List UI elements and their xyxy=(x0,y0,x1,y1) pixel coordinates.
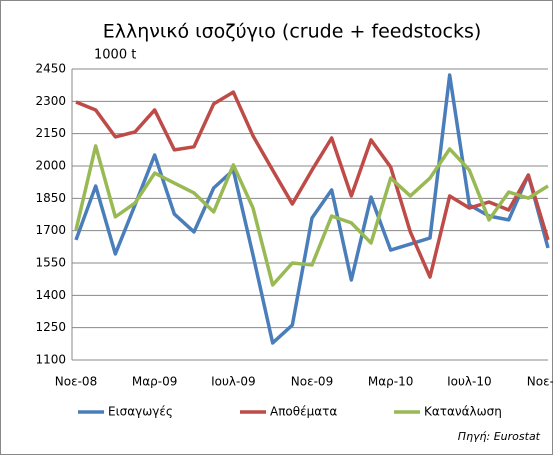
y-tick-label: 1400 xyxy=(35,288,66,302)
y-tick-label: 2000 xyxy=(35,159,66,173)
x-tick-label: Ιουλ-09 xyxy=(211,375,256,389)
x-tick-label: Μαρ-10 xyxy=(368,375,413,389)
y-tick-label: 2300 xyxy=(35,94,66,108)
y-tick-label: 1700 xyxy=(35,223,66,237)
y-tick-label: 1550 xyxy=(35,256,66,270)
x-tick-label: Νοε-09 xyxy=(291,375,333,389)
data-line xyxy=(74,144,549,287)
legend-label: Κατανάλωση xyxy=(424,405,502,419)
source-note: Πηγή: Eurostat xyxy=(458,430,541,443)
x-tick-label: Ιουλ-10 xyxy=(447,375,492,389)
y-tick-label: 1100 xyxy=(35,353,66,367)
y-tick-label: 2150 xyxy=(35,126,66,140)
y-axis-label: 1000 t xyxy=(94,48,136,63)
data-line xyxy=(74,73,550,345)
data-line xyxy=(75,90,550,279)
y-tick-label: 2450 xyxy=(35,62,66,76)
x-tick-label: Μαρ-09 xyxy=(132,375,177,389)
chart-title: Ελληνικό ισοζύγιο (crude + feedstocks) xyxy=(103,21,482,43)
legend-label: Αποθέματα xyxy=(270,405,337,419)
legend-label: Εισαγωγές xyxy=(108,405,173,419)
x-tick-label: Νοε-08 xyxy=(55,375,97,389)
x-tick-label: Νοε-10 xyxy=(527,375,553,389)
y-tick-label: 1850 xyxy=(35,191,66,205)
y-tick-label: 1250 xyxy=(35,320,66,334)
